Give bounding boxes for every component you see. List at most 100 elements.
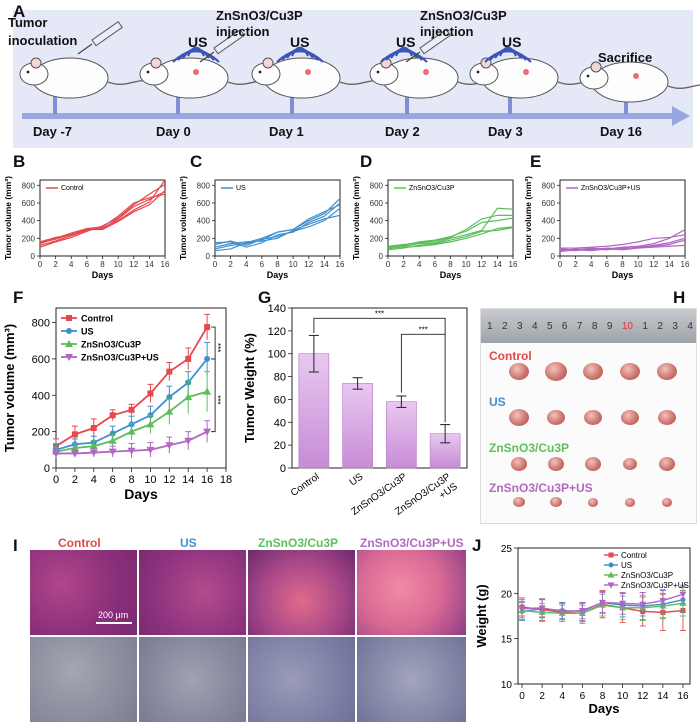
y-tick-label: 200 bbox=[370, 234, 384, 243]
mouse-ear bbox=[262, 57, 274, 69]
x-tick-label: 8 bbox=[128, 474, 134, 486]
tumor-specimen bbox=[509, 363, 529, 380]
y-tick-label: 800 bbox=[197, 181, 211, 190]
x-tick-label: 14 bbox=[145, 260, 154, 269]
tumor-specimen bbox=[621, 410, 639, 426]
y-axis-label: Tumor volume (mm³) bbox=[351, 176, 361, 260]
tumor-specimen bbox=[584, 410, 602, 426]
timeline-bar bbox=[22, 113, 672, 119]
x-tick-label: 6 bbox=[85, 260, 90, 269]
timeline-day-0: Day 0 bbox=[156, 124, 191, 139]
x-tick-label: 8 bbox=[275, 260, 280, 269]
data-point bbox=[659, 598, 667, 605]
x-tick-label: 4 bbox=[91, 474, 97, 486]
ultrasound-wave-arc bbox=[172, 50, 220, 63]
x-tick-label: 6 bbox=[110, 474, 116, 486]
ruler bbox=[481, 309, 696, 343]
legend-label: ZnSnO3/Cu3P+US bbox=[581, 185, 641, 192]
x-tick-label: 10 bbox=[289, 260, 298, 269]
x-tick-label: 14 bbox=[657, 691, 669, 702]
series-line bbox=[214, 207, 341, 247]
data-point bbox=[70, 444, 79, 451]
panel-label-e: E bbox=[530, 152, 542, 171]
timeline-day-3: Day 3 bbox=[488, 124, 523, 139]
ruler-number: 8 bbox=[591, 321, 598, 332]
y-tick-label: 400 bbox=[22, 217, 36, 226]
y-tick-label: 0 bbox=[551, 252, 556, 261]
y-tick-label: 40 bbox=[274, 417, 286, 429]
he-stain-us bbox=[139, 550, 246, 635]
plot-frame bbox=[517, 547, 691, 685]
y-tick-label: 10 bbox=[501, 680, 513, 691]
y-tick-label: 200 bbox=[32, 427, 50, 439]
y-tick-label: 0 bbox=[44, 463, 50, 475]
mouse-eye bbox=[476, 70, 480, 74]
x-axis-label: Days bbox=[588, 701, 619, 716]
timeline-day-1: Day 1 bbox=[269, 124, 304, 139]
mouse-eye bbox=[376, 70, 380, 74]
label-sacrifice: Sacrifice bbox=[598, 50, 653, 65]
chart-control-tumor-volume: 0 2 4 6 8 10 12 14 16 0 200 400 600 800 Days Tumor volu… bbox=[3, 176, 170, 280]
data-point bbox=[639, 601, 647, 608]
series-line bbox=[39, 179, 166, 246]
ultrasound-wave-icons bbox=[172, 46, 532, 63]
chart-znsno3-tumor-volume: 0 2 4 6 8 10 12 14 16 0 200 400 600 800 Days Tumor volu… bbox=[351, 176, 518, 280]
data-point bbox=[108, 436, 117, 444]
data-point bbox=[71, 431, 78, 438]
y-tick-label: 400 bbox=[197, 217, 211, 226]
ultrasound-wave-arc bbox=[276, 50, 324, 63]
x-axis-label: Days bbox=[440, 270, 462, 280]
ruler-number: 4 bbox=[531, 321, 538, 332]
x-tick-label: 16 bbox=[161, 260, 170, 269]
series-line bbox=[387, 207, 514, 250]
x-tick-label: 12 bbox=[163, 474, 175, 486]
timeline-arrowhead bbox=[672, 106, 690, 126]
chart-znsno3-us-tumor-volume: 0 2 4 6 8 10 12 14 16 0 200 400 600 800 Days Tumor volu… bbox=[523, 176, 690, 280]
plot-frame bbox=[55, 307, 227, 469]
x-tick-label: 12 bbox=[477, 260, 486, 269]
he-stain-znsno3 bbox=[248, 550, 355, 635]
ultrasound-wave-arc bbox=[182, 47, 210, 59]
row-label-us: US bbox=[489, 395, 506, 409]
x-axis-label: Days bbox=[124, 486, 158, 502]
panel-label-c: C bbox=[190, 152, 203, 171]
mouse-ear bbox=[30, 57, 42, 69]
y-tick-label: 120 bbox=[268, 326, 286, 338]
x-tick-label: 0 bbox=[519, 691, 525, 702]
legend-marker bbox=[607, 571, 615, 578]
bar-0 bbox=[298, 353, 330, 469]
mouse-icons bbox=[19, 57, 700, 103]
tumor-specimen bbox=[659, 457, 675, 471]
series-line bbox=[39, 183, 166, 248]
y-tick-label: 600 bbox=[542, 199, 556, 208]
label-injection-2: ZnSnO3/Cu3P injection bbox=[420, 8, 507, 39]
series-ZnSnO3/Cu3P+US bbox=[52, 420, 212, 458]
x-tick-label: 8 bbox=[620, 260, 625, 269]
y-tick-label: 800 bbox=[22, 181, 36, 190]
y-tick-label: 140 bbox=[268, 303, 286, 315]
x-tick-label: 6 bbox=[580, 691, 586, 702]
x-tick-label: 2 bbox=[401, 260, 406, 269]
legend-marker bbox=[607, 582, 615, 589]
significance-label: *** bbox=[375, 309, 384, 318]
x-tick-label: 10 bbox=[634, 260, 643, 269]
y-axis-label: Weight (g) bbox=[474, 584, 489, 647]
data-point bbox=[679, 591, 687, 598]
panel-a-svg bbox=[19, 20, 700, 126]
mouse-ear bbox=[150, 57, 162, 69]
series-line bbox=[560, 234, 686, 249]
x-tick-label: 14 bbox=[182, 474, 194, 486]
ruler-number: 7 bbox=[576, 321, 583, 332]
x-tick-label: 6 bbox=[433, 260, 438, 269]
timeline-day-minus7: Day -7 bbox=[33, 124, 73, 139]
x-tick-label: 6 bbox=[260, 260, 265, 269]
legend-label: ZnSnO3/Cu3P+US bbox=[621, 581, 689, 590]
x-tick-label: 16 bbox=[677, 691, 689, 702]
data-point bbox=[558, 608, 566, 615]
histo-header-znsno3: ZnSnO3/Cu3P bbox=[258, 536, 339, 550]
ruler-number: 3 bbox=[516, 321, 523, 332]
data-point bbox=[52, 450, 60, 458]
data-point bbox=[203, 387, 212, 395]
data-point bbox=[185, 355, 192, 362]
panel-label-f: F bbox=[13, 288, 24, 307]
